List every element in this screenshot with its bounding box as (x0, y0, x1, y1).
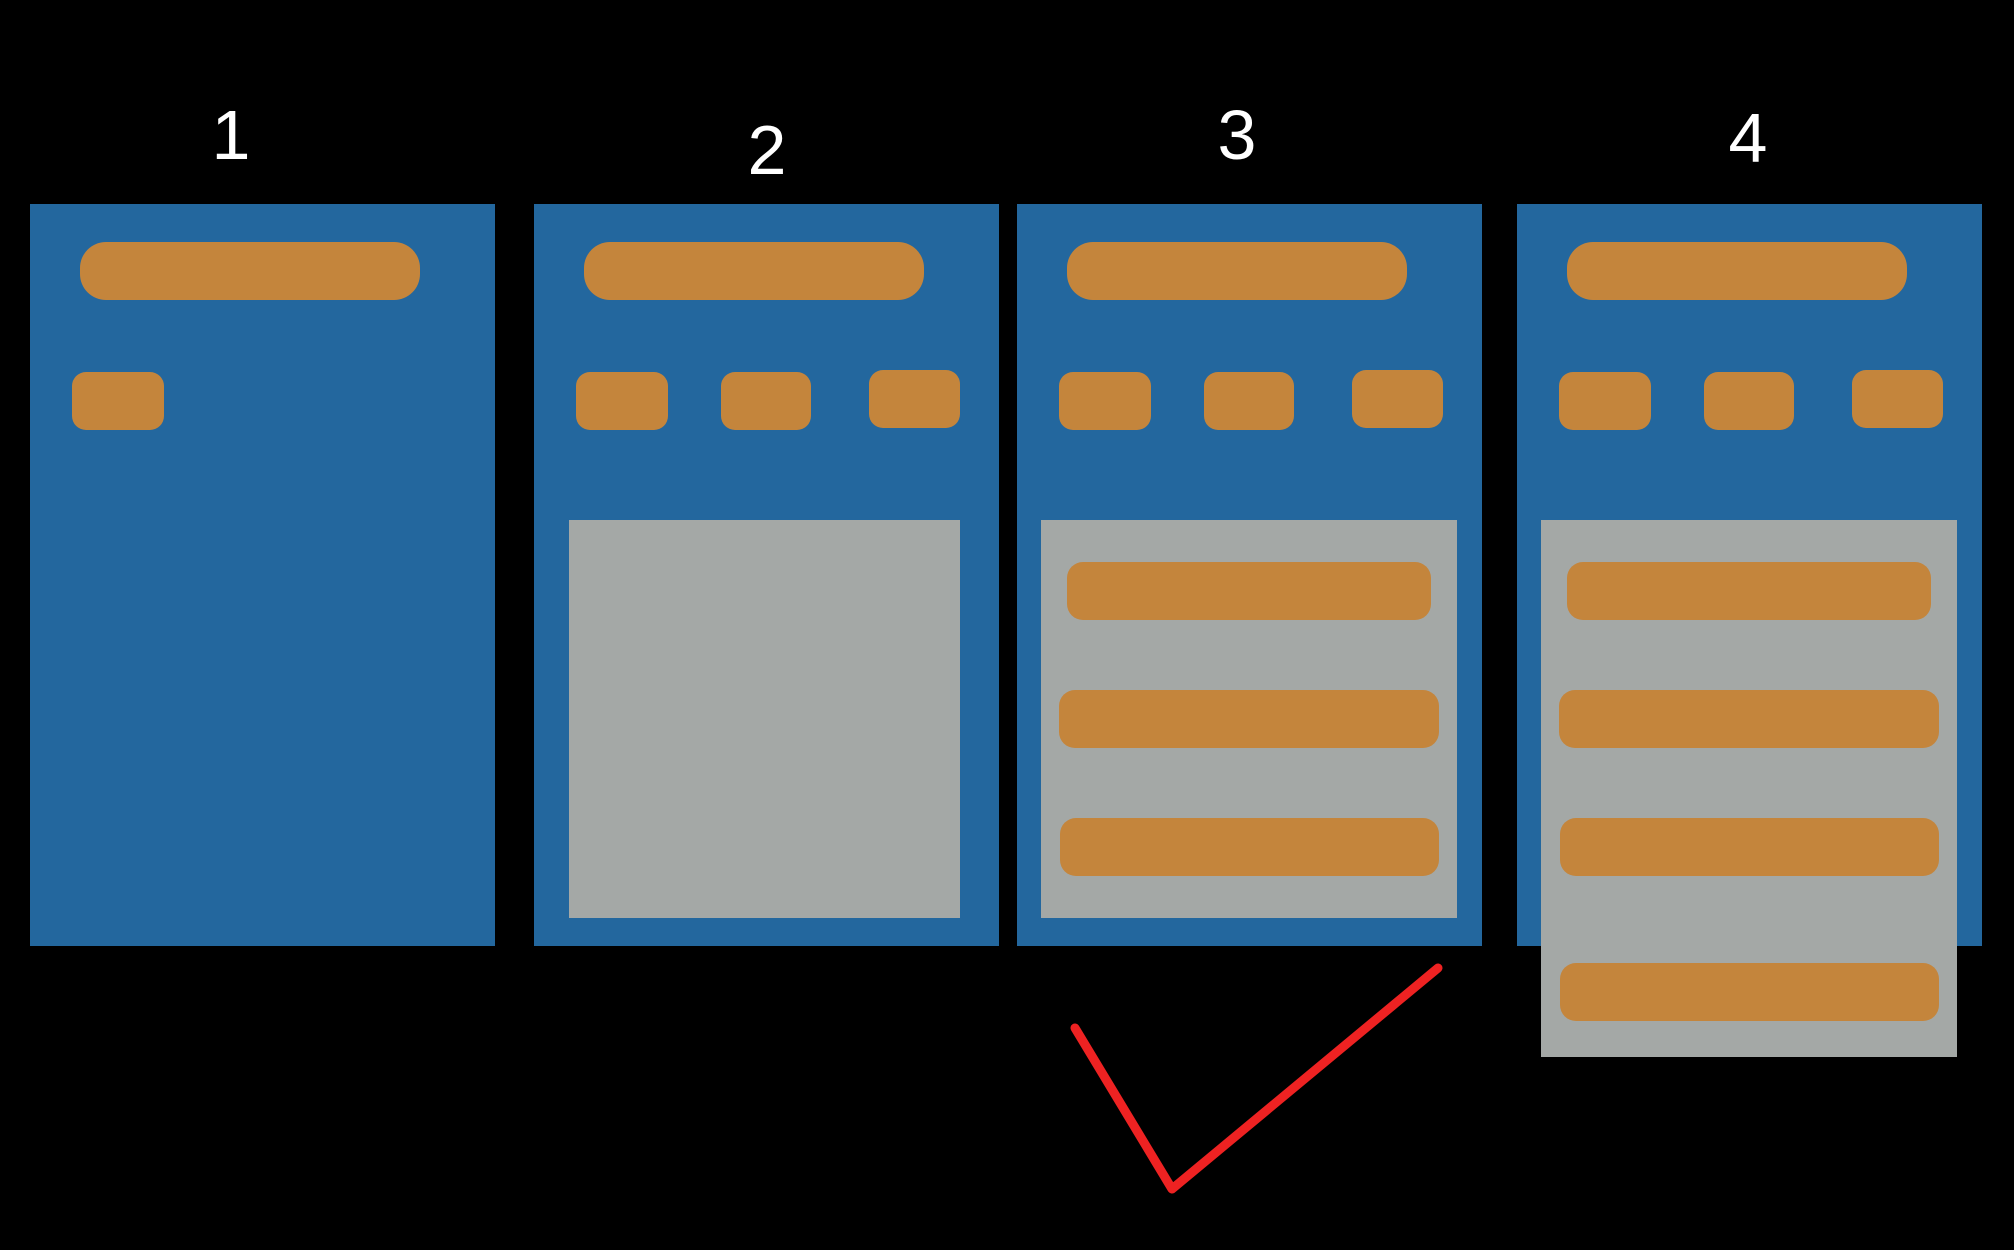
tab-button (576, 372, 668, 430)
wireframe-panel-2 (534, 204, 999, 946)
content-row (1560, 818, 1939, 876)
column-label-1: 1 (211, 96, 251, 174)
content-area-overflowing (1541, 520, 1957, 1057)
tab-button (1704, 372, 1794, 430)
column-label-3: 3 (1217, 96, 1257, 174)
content-row (1067, 562, 1431, 620)
tab-button (1204, 372, 1294, 430)
content-area (569, 520, 960, 918)
tab-button (1852, 370, 1943, 428)
content-row (1059, 690, 1439, 748)
tab-button (1059, 372, 1151, 430)
header-bar (584, 242, 924, 300)
tab-button (72, 372, 164, 430)
tab-button (869, 370, 960, 428)
header-bar (80, 242, 420, 300)
content-row (1567, 562, 1931, 620)
tab-button (721, 372, 811, 430)
header-bar (1067, 242, 1407, 300)
content-row (1559, 690, 1939, 748)
tab-button (1352, 370, 1443, 428)
column-label-4: 4 (1728, 99, 1768, 177)
wireframe-panel-1 (30, 204, 495, 946)
header-bar (1567, 242, 1907, 300)
column-label-2: 2 (747, 111, 787, 189)
tab-button (1559, 372, 1651, 430)
content-row (1060, 818, 1439, 876)
wireframe-panel-3 (1017, 204, 1482, 946)
content-row (1560, 963, 1939, 1021)
content-area (1041, 520, 1457, 918)
